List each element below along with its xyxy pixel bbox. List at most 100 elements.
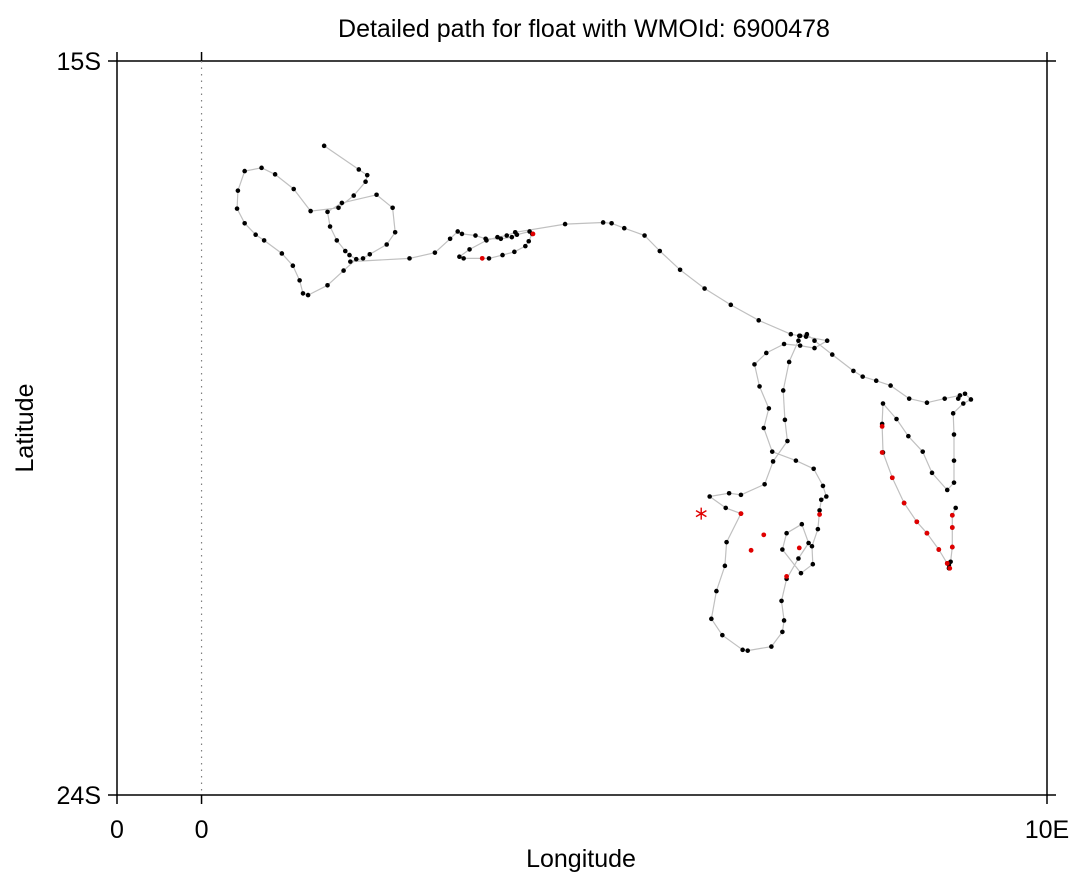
y-tick-label: 15S [57,48,101,76]
position-point [300,291,306,296]
position-point [944,487,950,493]
position-point [951,432,957,437]
position-point [812,345,817,351]
position-point [815,526,821,532]
position-point [461,256,466,261]
position-point [457,254,462,260]
position-point [523,243,528,249]
position-point [860,374,865,379]
x-axis-label: Longitude [526,845,636,873]
position-point [762,481,767,487]
position-point [766,406,772,411]
float-trajectory [234,143,974,653]
position-point [360,256,366,261]
position-point [500,252,505,258]
position-point [788,331,794,337]
position-point [752,362,757,367]
position-point [353,256,359,262]
position-point [657,248,663,254]
position-point [621,225,627,231]
position-point [242,220,247,226]
position-point [880,401,886,406]
position-point [785,438,790,444]
position-point [562,221,568,227]
position-point [761,425,767,431]
position-point [709,616,714,622]
start-marker-stroke [695,510,707,518]
position-point [235,188,241,193]
position-point [702,286,707,291]
position-point [347,252,352,258]
position-point [234,206,240,211]
position-point [738,492,744,498]
position-point [769,449,775,454]
position-point [829,352,835,357]
position-point [308,208,313,214]
position-point [757,384,762,389]
position-point [745,648,751,653]
position-point [363,179,368,185]
position-point [356,167,362,172]
position-point [809,543,815,549]
position-point [364,172,370,178]
position-point [321,143,327,149]
position-point [407,256,412,261]
position-point [779,598,784,604]
position-point [811,466,816,472]
start-position-marker [695,507,707,520]
position-point [600,220,606,225]
highlighted-position-point [949,525,955,530]
position-point [342,248,348,254]
position-point [253,232,258,238]
y-axis-label: Latitude [11,384,39,473]
position-point [447,236,453,242]
position-point [722,563,728,569]
position-point [512,229,518,235]
highlighted-position-point [879,423,885,429]
x-axis-ticks: 0 0 10E [110,52,1069,844]
position-point [290,263,296,269]
position-point [953,505,958,511]
highlighted-position-point [784,574,789,579]
y-tick-label: 24S [57,782,101,810]
position-point [929,470,935,476]
position-point [336,205,341,211]
position-point [297,278,302,283]
x-tick-label: 0 [110,816,124,844]
position-point [784,530,789,536]
highlighted-position-point [949,544,955,550]
highlighted-position-point [748,547,754,553]
position-point [955,396,961,401]
position-point [810,561,816,567]
position-point [305,292,311,298]
position-point [924,400,930,406]
position-point [279,251,285,256]
position-point [325,209,330,215]
highlighted-position-point [936,547,942,552]
position-point [325,282,330,288]
position-point [797,343,803,348]
position-point [950,411,956,416]
position-point [798,570,804,576]
position-point [968,397,974,402]
plot-frame [116,60,1048,796]
position-point [723,505,729,511]
position-point [726,490,732,496]
position-point [796,338,801,344]
position-point [942,396,947,401]
position-point [812,338,817,344]
position-point [348,259,353,264]
position-point [351,193,357,198]
position-point [797,333,803,339]
position-point [951,480,957,485]
position-point [780,388,786,393]
position-point [486,256,492,261]
x-tick-label: 0 [195,816,209,844]
position-point [714,588,719,594]
highlighted-position-point [879,450,885,455]
position-point [888,383,893,388]
position-point [707,494,712,499]
highlighted-position-point [889,475,895,481]
highlighted-position-point [914,519,920,525]
